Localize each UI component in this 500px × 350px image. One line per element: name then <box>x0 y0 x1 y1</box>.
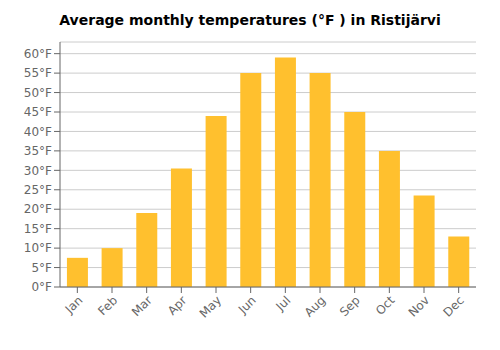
svg-text:55°F: 55°F <box>24 66 52 80</box>
svg-text:May: May <box>197 293 224 320</box>
html-text:Average monthly temperatures (: Average monthly temperatures (°F ) in Ri… <box>59 12 441 28</box>
svg-text:Nov: Nov <box>406 293 432 319</box>
svg-text:Oct: Oct <box>373 293 398 318</box>
svg-text:Mar: Mar <box>129 293 155 319</box>
svg-text:Jun: Jun <box>235 293 259 317</box>
svg-text:50°F: 50°F <box>24 86 52 100</box>
svg-text:0°F: 0°F <box>31 280 52 294</box>
svg-text:5°F: 5°F <box>31 261 52 275</box>
svg-text:Jan: Jan <box>62 293 86 317</box>
svg-text:20°F: 20°F <box>24 202 52 216</box>
svg-text:Sep: Sep <box>337 293 363 319</box>
svg-text:15°F: 15°F <box>24 222 52 236</box>
svg-text:40°F: 40°F <box>24 125 52 139</box>
svg-text:60°F: 60°F <box>24 47 52 61</box>
svg-text:10°F: 10°F <box>24 241 52 255</box>
svg-text:35°F: 35°F <box>24 144 52 158</box>
svg-text:Feb: Feb <box>95 293 120 318</box>
svg-text:25°F: 25°F <box>24 183 52 197</box>
svg-text:Aug: Aug <box>302 293 328 319</box>
svg-text:Apr: Apr <box>165 293 190 318</box>
svg-text:Jul: Jul <box>273 293 294 314</box>
svg-text:Dec: Dec <box>440 293 466 319</box>
svg-text:30°F: 30°F <box>24 164 52 178</box>
svg-text:45°F: 45°F <box>24 105 52 119</box>
